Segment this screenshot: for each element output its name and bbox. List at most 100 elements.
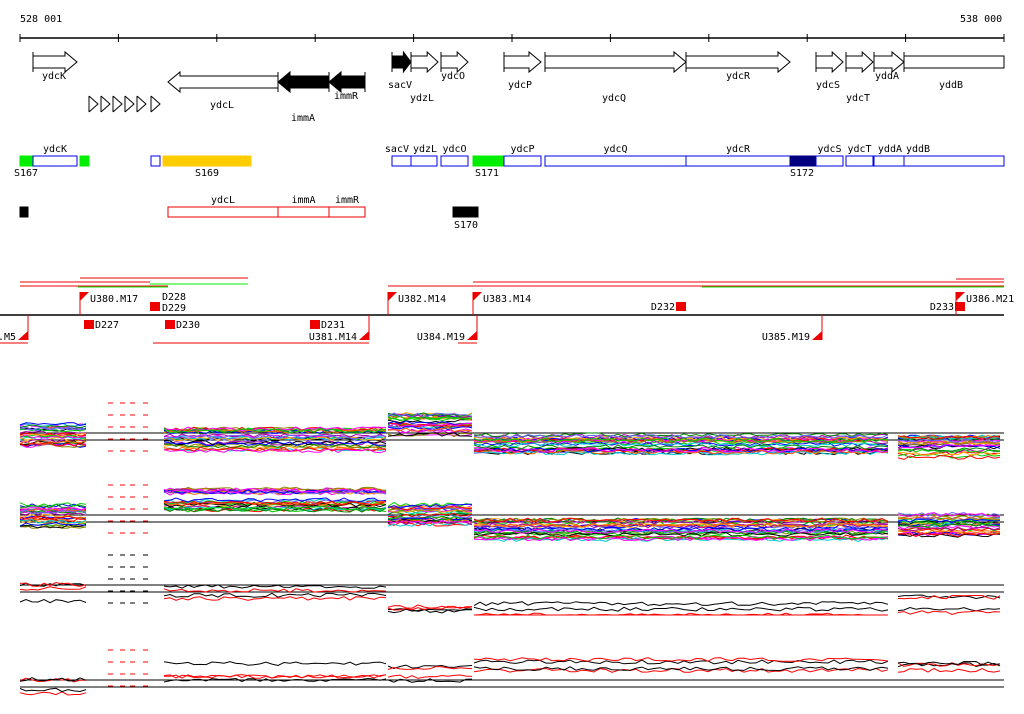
downshift-label: D231 bbox=[321, 320, 345, 331]
feature-box[interactable] bbox=[452, 206, 479, 218]
upshift-label: U383.M14 bbox=[483, 294, 531, 305]
feature-box[interactable] bbox=[544, 155, 687, 167]
gene-arrow-ydcL[interactable] bbox=[167, 70, 279, 94]
downshift-marker[interactable] bbox=[310, 320, 320, 329]
feature-box[interactable] bbox=[79, 155, 90, 167]
downshift-marker[interactable] bbox=[165, 320, 175, 329]
feature-label: ydcP bbox=[510, 144, 534, 155]
transcript-end-label: .M5 bbox=[0, 332, 16, 343]
feature-box[interactable] bbox=[472, 155, 505, 167]
gene-label: ydcR bbox=[726, 71, 751, 82]
gene-label: yddB bbox=[939, 80, 963, 91]
gene-arrow-ydcK[interactable] bbox=[32, 50, 78, 74]
expression-profile bbox=[19, 412, 1001, 443]
gene-label: ydcT bbox=[846, 93, 870, 104]
ruler-end-label: 538 000 bbox=[960, 14, 1002, 25]
segment-label: S169 bbox=[195, 168, 219, 179]
gene-label: ydcS bbox=[816, 80, 840, 91]
feature-box[interactable] bbox=[503, 155, 542, 167]
feature-label: immA bbox=[291, 195, 315, 206]
gene-arrow-immR[interactable] bbox=[328, 70, 366, 94]
downshift-marker[interactable] bbox=[955, 302, 965, 311]
feature-label: ydcR bbox=[726, 144, 751, 155]
feature-box[interactable] bbox=[162, 155, 252, 167]
downshift-label: D228 bbox=[162, 292, 186, 303]
gene-label: ydcL bbox=[210, 100, 234, 111]
coordinate-ruler: 528 001 538 000 bbox=[19, 14, 1005, 42]
downshift-marker[interactable] bbox=[150, 302, 160, 311]
expression-profile bbox=[19, 586, 1001, 616]
operon-track: ydcK sacV ydzL ydcO ydcP ydcQ ydcR ydcS ydcT yddA… bbox=[14, 144, 1005, 231]
downshift-marker[interactable] bbox=[84, 320, 94, 329]
expression-profile bbox=[19, 422, 1001, 454]
feature-box[interactable] bbox=[167, 206, 279, 218]
segment-label: S170 bbox=[454, 220, 478, 231]
upshift-flag-icon[interactable] bbox=[956, 292, 965, 301]
terminator-icon bbox=[124, 95, 135, 113]
feature-box[interactable] bbox=[815, 155, 844, 167]
upshift-label: U380.M17 bbox=[90, 294, 138, 305]
upshift-flag-icon[interactable] bbox=[473, 292, 482, 301]
gene-arrow-yddA[interactable] bbox=[873, 50, 905, 74]
gene-arrow-ydcP[interactable] bbox=[503, 50, 542, 74]
gene-arrow-immA[interactable] bbox=[277, 70, 330, 94]
feature-box[interactable] bbox=[903, 155, 1005, 167]
feature-label: ydcO bbox=[442, 144, 466, 155]
expression-profile bbox=[19, 497, 1001, 530]
terminator-icon bbox=[150, 95, 161, 113]
gene-arrow-sacV[interactable] bbox=[391, 50, 412, 74]
transcript-end-label: U384.M19 bbox=[417, 332, 465, 343]
feature-box[interactable] bbox=[277, 206, 330, 218]
gene-arrow-ydcR[interactable] bbox=[685, 50, 791, 74]
expression-profile bbox=[19, 659, 1001, 693]
feature-box[interactable] bbox=[391, 155, 412, 167]
expression-profile bbox=[19, 419, 1001, 456]
feature-box[interactable] bbox=[845, 155, 874, 167]
feature-label: ydzL bbox=[413, 144, 437, 155]
transcript-end-flag-icon[interactable] bbox=[467, 331, 477, 340]
gene-label: sacV bbox=[388, 80, 412, 91]
feature-box[interactable] bbox=[19, 155, 34, 167]
feature-box[interactable] bbox=[789, 155, 817, 167]
feature-box[interactable] bbox=[19, 206, 29, 218]
gene-arrow-ydzL[interactable] bbox=[410, 50, 439, 74]
transcript-end-flag-icon[interactable] bbox=[18, 331, 28, 340]
expression-profile bbox=[19, 660, 1001, 683]
upshift-flag-icon[interactable] bbox=[388, 292, 397, 301]
downshift-marker[interactable] bbox=[676, 302, 686, 311]
feature-box[interactable] bbox=[328, 206, 366, 218]
gene-label: yddA bbox=[875, 71, 899, 82]
feature-label: ydcL bbox=[211, 195, 235, 206]
transcript-end-flag-icon[interactable] bbox=[812, 331, 822, 340]
feature-box[interactable] bbox=[150, 155, 161, 167]
gene-label: ydcK bbox=[42, 71, 66, 82]
gene-label: ydzL bbox=[410, 93, 434, 104]
feature-label: ydcT bbox=[847, 144, 871, 155]
gene-arrow-yddB[interactable] bbox=[903, 55, 1005, 69]
expression-profile bbox=[19, 582, 1001, 614]
feature-label: immR bbox=[335, 195, 360, 206]
gene-arrow-ydcQ[interactable] bbox=[544, 50, 687, 74]
expression-profile bbox=[19, 488, 1001, 534]
feature-box[interactable] bbox=[410, 155, 438, 167]
feature-box[interactable] bbox=[685, 155, 791, 167]
gene-label: immR bbox=[334, 91, 359, 102]
upshift-flag-icon[interactable] bbox=[80, 292, 89, 301]
expression-profile bbox=[19, 501, 1001, 540]
feature-box[interactable] bbox=[873, 155, 905, 167]
terminator-icon bbox=[100, 95, 111, 113]
gene-arrow-ydcO[interactable] bbox=[440, 50, 469, 74]
feature-label: ydcQ bbox=[603, 144, 627, 155]
terminator-icon bbox=[88, 95, 99, 113]
ruler-start-label: 528 001 bbox=[20, 14, 62, 25]
gene-arrow-ydcS[interactable] bbox=[815, 50, 844, 74]
gene-arrow-ydcT[interactable] bbox=[845, 50, 874, 74]
feature-box[interactable] bbox=[440, 155, 469, 167]
downshift-label: D230 bbox=[176, 320, 200, 331]
transcript-end-flag-icon[interactable] bbox=[359, 331, 369, 340]
gene-label: ydcP bbox=[508, 80, 532, 91]
feature-box[interactable] bbox=[32, 155, 78, 167]
expression-profile bbox=[19, 489, 1001, 532]
expression-profile bbox=[19, 416, 1001, 454]
